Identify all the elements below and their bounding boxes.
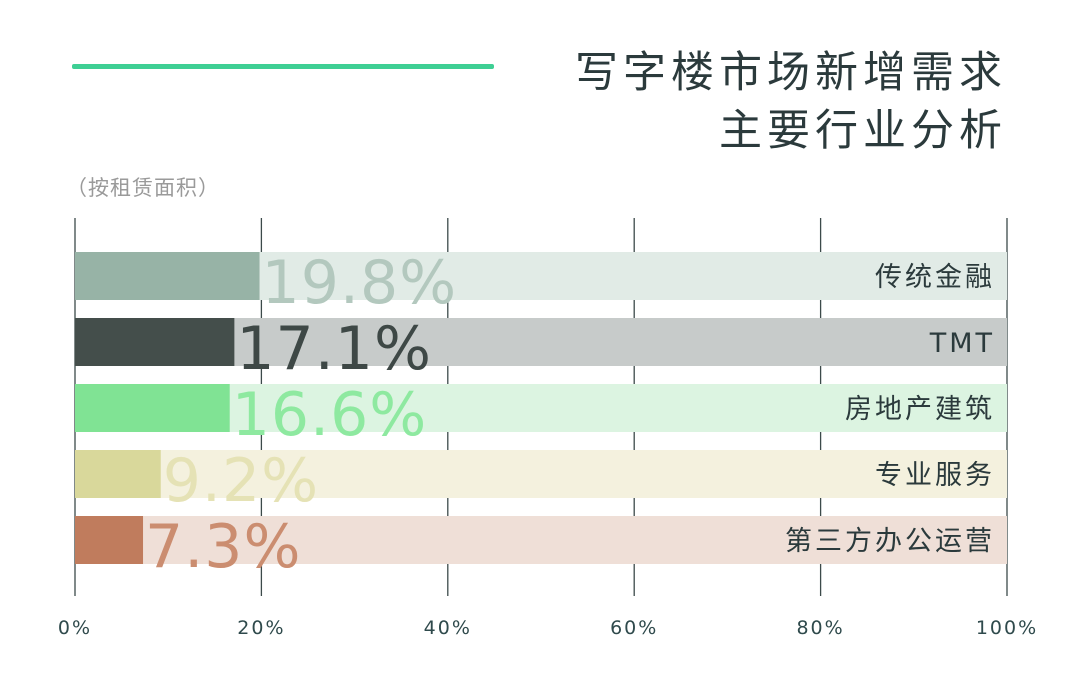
title-line-1: 写字楼市场新增需求: [575, 48, 1007, 98]
title-line-2: 主要行业分析: [719, 106, 1007, 156]
category-label: TMT: [929, 328, 995, 359]
category-label: 第三方办公运营: [785, 526, 995, 557]
data-label: 16.6%: [232, 380, 428, 450]
x-tick-label: 60%: [610, 617, 658, 639]
x-tick-label: 100%: [976, 617, 1038, 639]
x-tick-label: 0%: [58, 617, 92, 639]
x-tick-label: 20%: [237, 617, 285, 639]
bar: [75, 384, 230, 432]
category-label: 专业服务: [875, 460, 995, 491]
bar: [75, 318, 235, 366]
bar-track: [75, 384, 1007, 432]
bar-track: [75, 516, 1007, 564]
data-label: 17.1%: [236, 314, 432, 384]
category-label: 房地产建筑: [845, 394, 995, 425]
bar: [75, 516, 144, 564]
x-tick-label: 80%: [796, 617, 844, 639]
chart-title: 写字楼市场新增需求 主要行业分析: [575, 44, 1007, 160]
x-tick-label: 40%: [424, 617, 472, 639]
data-label: 19.8%: [262, 248, 458, 318]
accent-line: [72, 64, 494, 69]
data-label: 9.2%: [163, 446, 319, 516]
bar: [75, 252, 260, 300]
bar: [75, 450, 161, 498]
data-label: 7.3%: [145, 512, 301, 582]
chart-subtitle: （按租赁面积）: [66, 176, 220, 200]
bar-track: [75, 450, 1007, 498]
category-label: 传统金融: [875, 262, 995, 293]
